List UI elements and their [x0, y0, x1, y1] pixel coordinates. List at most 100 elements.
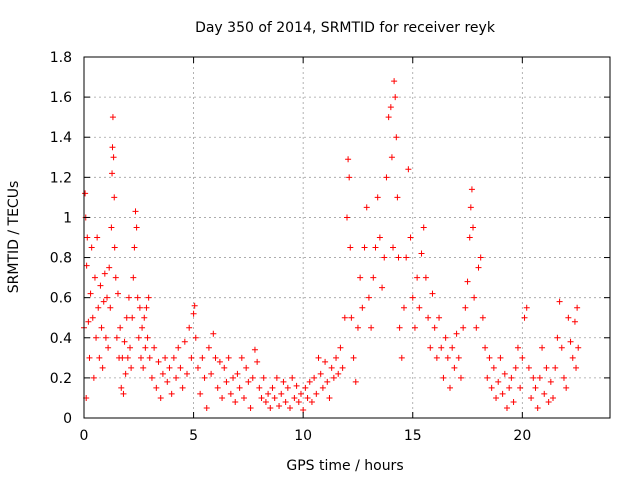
data-point — [192, 334, 199, 341]
data-point — [223, 378, 230, 385]
data-point — [216, 358, 223, 365]
data-point — [230, 374, 237, 381]
data-point — [449, 344, 456, 351]
data-point — [225, 354, 232, 361]
data-point — [127, 344, 134, 351]
data-point — [111, 194, 118, 201]
data-point — [186, 324, 193, 331]
data-point — [109, 144, 116, 151]
data-point — [271, 394, 278, 401]
data-point — [142, 344, 149, 351]
data-point — [93, 334, 100, 341]
data-point — [528, 394, 535, 401]
data-point — [447, 384, 454, 391]
data-point — [111, 244, 118, 251]
data-point — [471, 294, 478, 301]
data-point — [287, 404, 294, 411]
data-point — [319, 384, 326, 391]
data-point — [425, 314, 432, 321]
y-tick-label: 0.8 — [50, 251, 72, 267]
data-point — [372, 244, 379, 251]
data-point — [295, 398, 302, 405]
data-point — [118, 384, 125, 391]
data-point — [530, 374, 537, 381]
data-point — [429, 290, 436, 297]
y-tick-label: 0.4 — [50, 331, 72, 347]
data-point — [219, 394, 226, 401]
y-tick-label: 1.6 — [50, 90, 72, 106]
data-point — [135, 334, 142, 341]
data-point — [164, 378, 171, 385]
data-point — [567, 338, 574, 345]
data-point — [308, 398, 315, 405]
data-point — [457, 374, 464, 381]
data-point — [141, 314, 148, 321]
data-point — [88, 244, 95, 251]
data-point — [144, 334, 151, 341]
data-point — [101, 270, 108, 277]
data-point — [232, 398, 239, 405]
data-point — [345, 156, 352, 163]
data-point — [128, 364, 135, 371]
data-point — [153, 384, 160, 391]
data-point — [199, 354, 206, 361]
data-point — [326, 394, 333, 401]
data-point — [394, 194, 401, 201]
data-point — [462, 304, 469, 311]
data-point — [170, 354, 177, 361]
data-point — [112, 274, 119, 281]
data-point — [543, 364, 550, 371]
data-point — [83, 262, 90, 269]
data-point — [438, 344, 445, 351]
data-point — [82, 190, 89, 197]
data-point — [473, 324, 480, 331]
data-point — [563, 384, 570, 391]
data-point — [208, 370, 215, 377]
data-point — [311, 374, 318, 381]
data-point — [400, 304, 407, 311]
data-point — [495, 378, 502, 385]
data-point — [313, 390, 320, 397]
data-point — [267, 404, 274, 411]
data-point — [376, 234, 383, 241]
data-point — [86, 354, 93, 361]
grid-lines — [84, 57, 610, 418]
data-point — [99, 364, 106, 371]
data-point — [251, 346, 258, 353]
data-point — [203, 404, 210, 411]
data-point — [467, 204, 474, 211]
data-point — [565, 314, 572, 321]
data-point — [418, 250, 425, 257]
data-point — [89, 314, 96, 321]
data-point — [245, 378, 252, 385]
data-point — [363, 204, 370, 211]
data-point — [291, 394, 298, 401]
x-tick-label: 15 — [404, 428, 422, 444]
x-tick-label: 20 — [513, 428, 531, 444]
data-point — [422, 274, 429, 281]
data-point — [265, 390, 272, 397]
data-point — [282, 398, 289, 405]
data-point — [148, 374, 155, 381]
data-point — [541, 390, 548, 397]
data-point — [90, 374, 97, 381]
data-point — [184, 370, 191, 377]
data-point — [539, 344, 546, 351]
data-point — [95, 304, 102, 311]
data-point — [145, 294, 152, 301]
data-point — [143, 304, 150, 311]
data-point — [482, 344, 489, 351]
data-point — [113, 334, 120, 341]
data-point — [124, 354, 131, 361]
data-point — [519, 354, 526, 361]
data-point — [214, 384, 221, 391]
data-point — [558, 344, 565, 351]
data-point — [109, 114, 116, 121]
data-point — [497, 354, 504, 361]
data-point — [107, 304, 114, 311]
data-point — [197, 390, 204, 397]
data-point — [405, 166, 412, 173]
y-tick-label: 1 — [63, 210, 72, 226]
data-point — [157, 394, 164, 401]
data-point — [201, 374, 208, 381]
